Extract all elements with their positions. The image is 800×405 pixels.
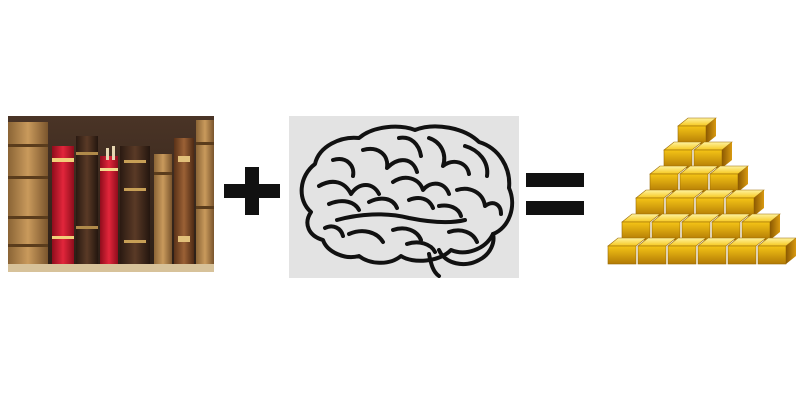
gold-bar-side (754, 190, 764, 216)
gold-bar-front (725, 197, 755, 217)
gold-bar-front (635, 197, 665, 217)
books-illustration (8, 116, 214, 272)
brain-icon (299, 124, 515, 278)
gold-bar-side (770, 214, 780, 240)
gold-bar-front (607, 245, 637, 265)
gold-bar-front (637, 245, 667, 265)
gold-bar-side (738, 166, 748, 192)
gold-bar-side (722, 142, 732, 168)
gold-bar-layers (607, 117, 796, 265)
gold-bar-front (667, 245, 697, 265)
gold-bars-pyramid-image (590, 108, 796, 284)
gold-bar-front (709, 173, 739, 193)
gold-bar-front (711, 221, 741, 241)
equals-icon (526, 173, 584, 215)
gold-bar-front (727, 245, 757, 265)
gold-bar-side (706, 118, 716, 144)
gold-bar-side (786, 238, 796, 264)
equals-sign (526, 173, 584, 215)
gold-bar-front (665, 197, 695, 217)
brain-panel (289, 116, 519, 278)
gold-bar-front (681, 221, 711, 241)
plus-sign (224, 167, 280, 215)
gold-bar-front (621, 221, 651, 241)
gold-bar-front (693, 149, 723, 169)
plus-icon (224, 167, 280, 215)
books-on-shelf-image (8, 116, 214, 272)
gold-bar-front (741, 221, 771, 241)
gold-bar-front (663, 149, 693, 169)
gold-bars-illustration (607, 117, 796, 265)
gold-bar-front (677, 125, 707, 145)
gold-bar-front (695, 197, 725, 217)
gold-bar-front (649, 173, 679, 193)
gold-bar-front (679, 173, 709, 193)
gold-bar-front (757, 245, 787, 265)
gold-bar-front (697, 245, 727, 265)
gold-bar-front (651, 221, 681, 241)
